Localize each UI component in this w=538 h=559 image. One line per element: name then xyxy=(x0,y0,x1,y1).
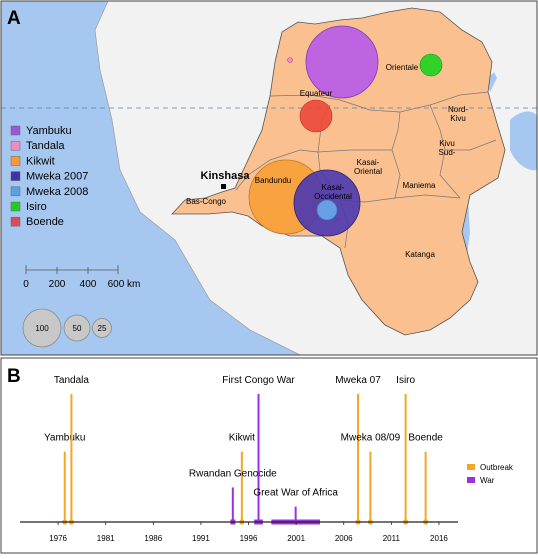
panel-a-frame xyxy=(0,0,538,356)
region-label-orientale: Orientale xyxy=(386,63,419,72)
size-legend: 100 50 25 xyxy=(22,308,112,348)
region-label-equateur-front: Equateur xyxy=(300,89,333,98)
region-labels: Bas-Congo Bandundu Equateur Orientale No… xyxy=(186,63,468,259)
size-legend-50: 50 xyxy=(73,324,82,333)
size-legend-25: 25 xyxy=(98,324,107,333)
x-tick-label-1986: 1986 xyxy=(144,534,162,543)
region-label-kasai-occidental-front: Kasai-Occidental xyxy=(314,183,352,201)
x-tick-label-2006: 2006 xyxy=(335,534,353,543)
circle-isiro xyxy=(419,53,443,77)
scale-tick-0: 0 xyxy=(23,279,29,290)
circle-boende xyxy=(299,99,333,133)
circle-tandala xyxy=(287,57,293,63)
war-label-rwandan-genocide: Rwandan Genocide xyxy=(189,468,277,479)
size-legend-100: 100 xyxy=(35,324,49,333)
legend-label-mweka-2007: Mweka 2007 xyxy=(26,171,88,183)
panel-b-label: B xyxy=(7,366,21,387)
legend-label-kikwit: Kikwit xyxy=(26,155,55,167)
x-tick-label-1976: 1976 xyxy=(49,534,67,543)
region-label-katanga: Katanga xyxy=(405,250,435,259)
x-tick-label-1996: 1996 xyxy=(240,534,258,543)
x-tick-label-1991: 1991 xyxy=(192,534,210,543)
legend-label-yambuku: Yambuku xyxy=(26,125,72,137)
region-label-bandundu-front: Bandundu xyxy=(255,176,291,185)
timeline-legend: Outbreak War xyxy=(467,463,514,485)
outbreak-label-mweka-07: Mweka 07 xyxy=(335,375,381,386)
panel-b-frame xyxy=(0,357,538,554)
outbreak-label-isiro: Isiro xyxy=(396,375,415,386)
region-label-maniema: Maniema xyxy=(403,181,436,190)
panel-b-timeline: B Yambuku Tandala Kikwit Mweka 07 Mweka 08/0… xyxy=(0,357,538,554)
lake-victoria xyxy=(510,111,537,171)
circle-yambuku xyxy=(305,25,379,99)
x-tick-label-2011: 2011 xyxy=(383,534,401,543)
outbreak-legend: Yambuku Tandala Kikwit Mweka 2007 Mweka 2008… xyxy=(10,125,88,228)
x-tick-label-2016: 2016 xyxy=(430,534,448,543)
legend-label-boende: Boende xyxy=(26,216,64,228)
outbreak-label-yambuku: Yambuku xyxy=(44,433,86,444)
x-tick-label-1981: 1981 xyxy=(97,534,115,543)
region-label-kasai-oriental: Kasai-Oriental xyxy=(354,158,382,176)
scale-bar: 0 200 400 600 km xyxy=(23,265,140,290)
legend-label-mweka-2008: Mweka 2008 xyxy=(26,186,88,198)
legend-swatch-boende xyxy=(10,216,21,227)
legend-swatch-yambuku xyxy=(10,125,21,136)
x-tick-label-2001: 2001 xyxy=(287,534,305,543)
outbreak-label-boende: Boende xyxy=(408,433,443,444)
region-label-nord-kivu: Nord-Kivu xyxy=(448,105,468,123)
capital-marker xyxy=(221,184,226,189)
panel-a-label: A xyxy=(7,8,21,29)
timeline-legend-label-outbreak: Outbreak xyxy=(480,463,514,472)
legend-label-isiro: Isiro xyxy=(26,201,47,213)
war-label-great-war-of-africa: Great War of Africa xyxy=(253,488,338,499)
timeline-plot: Yambuku Tandala Kikwit Mweka 07 Mweka 08/09 I… xyxy=(20,375,458,543)
region-label-sud-kivu: Kivu Sud- xyxy=(439,139,456,157)
legend-label-tandala: Tandala xyxy=(26,140,65,152)
scale-tick-200: 200 xyxy=(49,279,66,290)
legend-swatch-isiro xyxy=(10,201,21,212)
outbreak-label-kikwit: Kikwit xyxy=(229,433,255,444)
circle-mweka-2008 xyxy=(316,199,338,221)
legend-swatch-kikwit xyxy=(10,156,21,166)
timeline-legend-swatch-outbreak xyxy=(467,464,475,470)
timeline-legend-swatch-war xyxy=(467,477,475,483)
outbreak-label-tandala: Tandala xyxy=(54,375,89,386)
scale-tick-400: 400 xyxy=(80,279,97,290)
legend-swatch-mweka-2008 xyxy=(10,186,21,197)
war-label-first-congo-war: First Congo War xyxy=(222,375,295,386)
outbreak-label-mweka-08-09: Mweka 08/09 xyxy=(341,433,401,444)
panel-a-map: A Bas-Congo Bandundu Equateur Orientale … xyxy=(0,0,538,356)
region-label-bas-congo: Bas-Congo xyxy=(186,197,227,206)
scale-tick-600: 600 km xyxy=(108,279,141,290)
capital-label: Kinshasa xyxy=(201,170,251,182)
outbreak-circles xyxy=(248,25,443,237)
legend-swatch-tandala xyxy=(10,140,21,151)
timeline-legend-label-war: War xyxy=(480,476,495,485)
legend-swatch-mweka-2007 xyxy=(10,171,21,181)
